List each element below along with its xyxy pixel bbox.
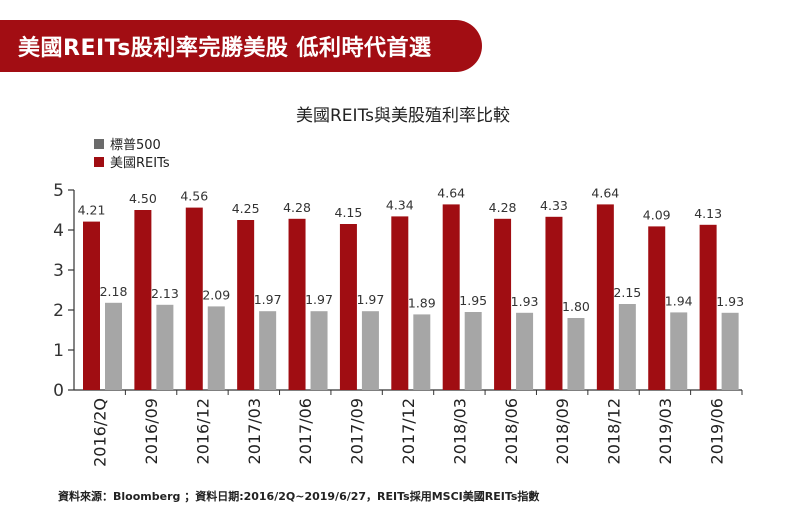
x-tick-label: 2017/12 bbox=[399, 398, 418, 464]
legend-label: 標普500 bbox=[110, 138, 161, 153]
x-tick-label: 2017/03 bbox=[245, 398, 264, 464]
x-tick-label: 2016/2Q bbox=[91, 398, 110, 467]
sp500-bar bbox=[413, 314, 431, 390]
sp500-bar bbox=[207, 306, 225, 390]
sp500-bar bbox=[464, 312, 482, 390]
reits-bar bbox=[596, 204, 614, 390]
reits-value-label: 4.56 bbox=[180, 189, 208, 204]
reits-value-label: 4.50 bbox=[129, 191, 157, 206]
reits-bar bbox=[237, 220, 255, 390]
sp500-bar bbox=[567, 318, 585, 390]
chart-bars bbox=[83, 204, 739, 390]
sp500-value-label: 2.09 bbox=[202, 287, 230, 302]
y-tick-label: 3 bbox=[53, 261, 64, 281]
reits-bar bbox=[391, 216, 409, 390]
reits-bar bbox=[134, 210, 152, 390]
reits-bar bbox=[83, 221, 100, 390]
reits-value-label: 4.64 bbox=[437, 185, 465, 200]
reits-value-label: 4.21 bbox=[78, 203, 106, 218]
reits-bar bbox=[339, 224, 357, 390]
sp500-bar bbox=[361, 311, 379, 390]
reits-bar bbox=[648, 226, 666, 390]
reits-value-label: 4.64 bbox=[591, 185, 619, 200]
reits-bar bbox=[288, 218, 306, 390]
reits-bar bbox=[545, 216, 563, 390]
sp500-value-label: 1.95 bbox=[459, 293, 487, 308]
reits-value-label: 4.25 bbox=[232, 201, 260, 216]
reits-value-label: 4.34 bbox=[386, 197, 414, 212]
sp500-value-label: 1.94 bbox=[665, 293, 693, 308]
sp500-bar bbox=[310, 311, 328, 390]
sp500-value-label: 1.93 bbox=[716, 294, 744, 309]
reits-bar bbox=[442, 204, 460, 390]
sp500-value-label: 1.89 bbox=[408, 295, 436, 310]
sp500-bar bbox=[721, 312, 739, 390]
sp500-value-label: 2.18 bbox=[100, 284, 128, 299]
chart-x-tick-labels: 2016/2Q 2016/09 2016/12 2017/03 2017/06 2017/… bbox=[91, 398, 727, 467]
x-tick-label: 2017/06 bbox=[296, 398, 315, 464]
sp500-value-label: 1.97 bbox=[357, 292, 385, 307]
sp500-value-label: 1.93 bbox=[511, 294, 539, 309]
reits-value-label: 4.33 bbox=[540, 198, 568, 213]
y-tick-label: 4 bbox=[53, 221, 64, 241]
reits-bar bbox=[185, 207, 203, 390]
reits-value-label: 4.15 bbox=[335, 205, 363, 220]
chart-data-labels: 4.21 2.18 4.50 2.13 4.56 2.09 4.25 1.97 4.28 1.97… bbox=[78, 185, 744, 314]
reits-bar bbox=[699, 224, 717, 390]
chart-legend: 標普500 美國REITs bbox=[94, 138, 170, 171]
x-tick-label: 2018/03 bbox=[450, 398, 469, 464]
x-tick-label: 2016/09 bbox=[142, 398, 161, 464]
y-tick-label: 5 bbox=[53, 181, 64, 201]
sp500-bar bbox=[259, 311, 277, 390]
reits-value-label: 4.09 bbox=[643, 207, 671, 222]
legend-label: 美國REITs bbox=[110, 156, 170, 171]
sp500-value-label: 2.15 bbox=[613, 285, 641, 300]
sp500-bar bbox=[156, 304, 174, 390]
chart-title: 美國REITs與美股殖利率比較 bbox=[296, 106, 510, 126]
x-tick-label: 2018/12 bbox=[605, 398, 624, 464]
sp500-bar bbox=[516, 312, 534, 390]
sp500-bar bbox=[670, 312, 688, 390]
x-tick-label: 2018/09 bbox=[553, 398, 572, 464]
sp500-bar bbox=[105, 302, 122, 390]
legend-swatch bbox=[94, 157, 104, 167]
chart-container: 美國REITs與美股殖利率比較 標普500 美國REITs 0 1 2 3 4 5 4.21… bbox=[0, 95, 800, 485]
reits-value-label: 4.13 bbox=[694, 206, 722, 221]
x-tick-label: 2017/09 bbox=[348, 398, 367, 464]
sp500-value-label: 1.80 bbox=[562, 299, 590, 314]
reits-value-label: 4.28 bbox=[283, 200, 311, 215]
legend-swatch bbox=[94, 139, 104, 149]
banner-title: 美國REITs股利率完勝美股 低利時代首選 bbox=[18, 36, 432, 61]
x-tick-label: 2019/03 bbox=[656, 398, 675, 464]
x-tick-label: 2016/12 bbox=[193, 398, 212, 464]
x-tick-label: 2018/06 bbox=[502, 398, 521, 464]
reits-value-label: 4.28 bbox=[489, 200, 517, 215]
sp500-value-label: 1.97 bbox=[305, 292, 333, 307]
x-tick-label: 2019/06 bbox=[707, 398, 726, 464]
y-tick-label: 0 bbox=[53, 381, 64, 401]
sp500-value-label: 2.13 bbox=[151, 286, 179, 301]
reits-bar bbox=[494, 218, 512, 390]
sp500-value-label: 1.97 bbox=[254, 292, 282, 307]
sp500-bar bbox=[618, 304, 636, 390]
source-footnote: 資料來源：Bloomberg ；資料日期:2016/2Q~2019/6/27，R… bbox=[58, 490, 540, 503]
y-tick-label: 2 bbox=[53, 301, 64, 321]
title-banner: 美國REITs股利率完勝美股 低利時代首選 bbox=[0, 20, 482, 72]
yield-comparison-chart: 美國REITs與美股殖利率比較 標普500 美國REITs 0 1 2 3 4 5 4.21… bbox=[53, 106, 744, 467]
y-tick-label: 1 bbox=[53, 341, 64, 361]
